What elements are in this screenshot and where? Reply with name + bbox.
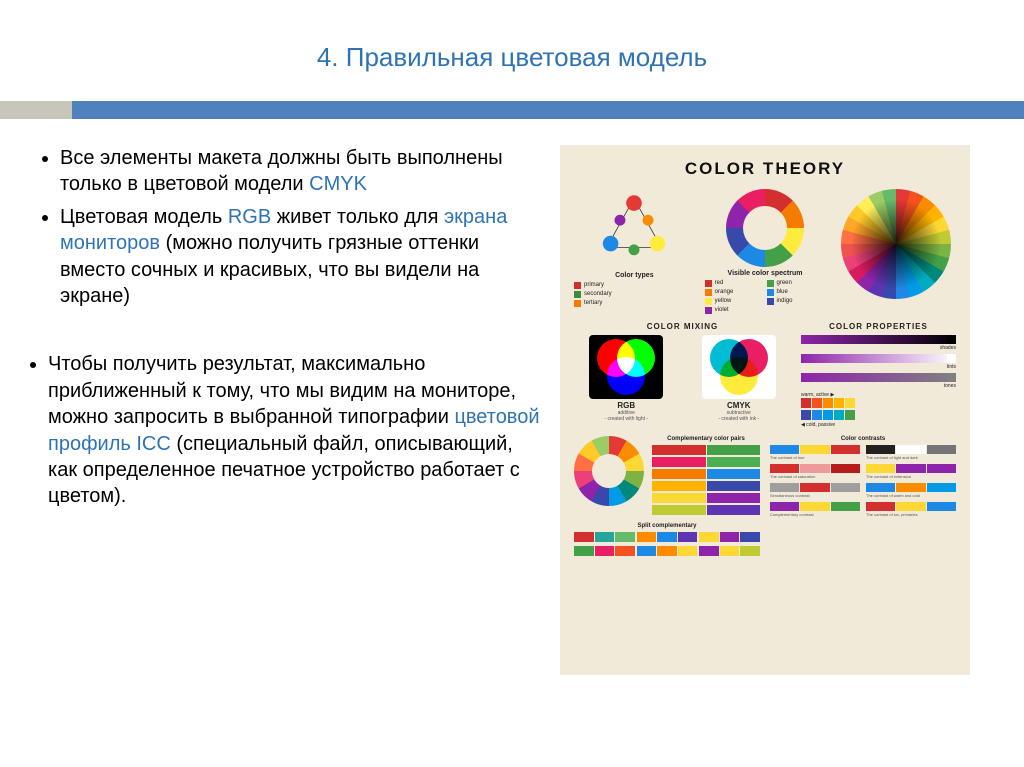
accent-bar-left (0, 101, 72, 119)
bullet-list-2: Чтобы получить результат, максимально пр… (20, 351, 540, 509)
slide-title: 4. Правильная цветовая модель (0, 0, 1024, 101)
poster-column: COLOR THEORY Color typesprimarysecondary… (560, 145, 970, 675)
bullet-3-wrap: Чтобы получить результат, максимально пр… (20, 351, 540, 509)
bullet-2: Цветовая модель RGB живет только для экр… (60, 204, 540, 310)
bullet-3: Чтобы получить результат, максимально пр… (48, 351, 540, 509)
bullet-list: Все элементы макета должны быть выполнен… (20, 145, 540, 309)
color-theory-poster: COLOR THEORY Color typesprimarysecondary… (560, 145, 970, 675)
accent-bar-right (72, 101, 1024, 119)
bullet-1: Все элементы макета должны быть выполнен… (60, 145, 540, 198)
content-area: Все элементы макета должны быть выполнен… (0, 119, 1024, 675)
accent-bar (0, 101, 1024, 119)
text-column: Все элементы макета должны быть выполнен… (20, 145, 560, 675)
